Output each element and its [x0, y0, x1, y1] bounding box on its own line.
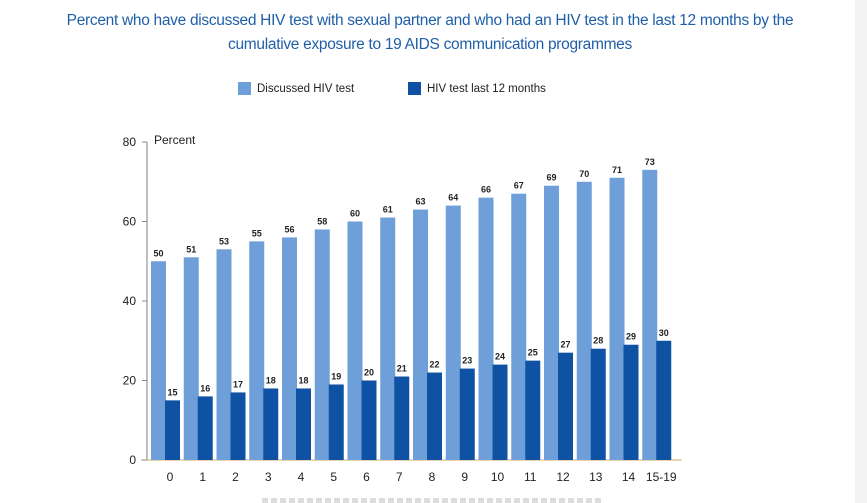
bar-hiv-test-last-12-months	[492, 364, 508, 460]
bar-hiv-test-last-12-months	[230, 392, 246, 460]
bar-hiv-test-last-12-months	[361, 380, 377, 460]
y-tick-label: 80	[123, 135, 137, 149]
x-tick-label: 1	[199, 470, 206, 484]
data-label-hiv-test-last-12-months: 18	[298, 375, 308, 385]
bar-hiv-test-last-12-months	[197, 396, 213, 460]
x-tick-label: 6	[363, 470, 370, 484]
chart-title: Percent who have discussed HIV test with…	[0, 9, 860, 57]
bar-hiv-test-last-12-months	[656, 340, 672, 460]
y-tick-label: 0	[129, 453, 136, 467]
bar-discussed-hiv-test	[478, 197, 494, 460]
x-tick-label: 15-19	[646, 470, 677, 484]
data-label-discussed-hiv-test: 69	[546, 173, 556, 183]
data-label-discussed-hiv-test: 53	[219, 236, 229, 246]
data-label-discussed-hiv-test: 55	[252, 228, 262, 238]
x-tick-label: 12	[556, 470, 570, 484]
data-label-hiv-test-last-12-months: 17	[233, 379, 243, 389]
data-label-hiv-test-last-12-months: 21	[397, 364, 407, 374]
data-label-hiv-test-last-12-months: 20	[364, 368, 374, 378]
y-tick-label: 60	[123, 215, 137, 229]
legend-item-hiv-test: HIV test last 12 months	[408, 82, 546, 95]
bar-hiv-test-last-12-months	[263, 388, 279, 460]
x-tick-label: 7	[396, 470, 403, 484]
data-label-discussed-hiv-test: 70	[579, 169, 589, 179]
data-label-hiv-test-last-12-months: 27	[560, 340, 570, 350]
bar-discussed-hiv-test	[642, 169, 658, 460]
bar-discussed-hiv-test	[314, 229, 330, 460]
data-label-hiv-test-last-12-months: 22	[429, 360, 439, 370]
bar-discussed-hiv-test	[347, 221, 363, 460]
page-edge	[855, 0, 867, 503]
bar-hiv-test-last-12-months	[296, 388, 311, 460]
chart-title-line-1: Percent who have discussed HIV test with…	[66, 12, 794, 29]
y-tick-label: 20	[123, 374, 137, 388]
x-tick-label: 11	[524, 470, 537, 484]
bar-hiv-test-last-12-months	[427, 372, 442, 460]
data-label-hiv-test-last-12-months: 16	[200, 383, 210, 393]
bar-hiv-test-last-12-months	[558, 352, 573, 460]
data-label-discussed-hiv-test: 73	[645, 157, 655, 167]
bar-discussed-hiv-test	[609, 177, 625, 460]
data-label-hiv-test-last-12-months: 18	[266, 375, 276, 385]
data-label-hiv-test-last-12-months: 19	[331, 371, 341, 381]
bar-discussed-hiv-test	[511, 193, 527, 461]
bar-discussed-hiv-test	[445, 205, 461, 460]
bar-hiv-test-last-12-months	[459, 368, 475, 460]
data-label-discussed-hiv-test: 67	[514, 181, 524, 191]
chart-legend: Discussed HIV test HIV test last 12 mont…	[0, 82, 867, 98]
x-tick-label: 0	[167, 470, 174, 484]
bar-discussed-hiv-test	[183, 257, 199, 460]
data-label-discussed-hiv-test: 60	[350, 209, 360, 219]
bar-hiv-test-last-12-months	[525, 360, 541, 460]
data-label-hiv-test-last-12-months: 15	[167, 387, 177, 397]
data-label-hiv-test-last-12-months: 28	[593, 336, 603, 346]
data-label-discussed-hiv-test: 63	[415, 197, 425, 207]
bar-discussed-hiv-test	[413, 209, 428, 460]
data-label-discussed-hiv-test: 56	[284, 224, 294, 234]
x-tick-label: 14	[622, 470, 636, 484]
bar-hiv-test-last-12-months	[165, 400, 180, 460]
data-label-hiv-test-last-12-months: 23	[462, 356, 472, 366]
x-tick-label: 2	[232, 470, 239, 484]
x-tick-label: 8	[429, 470, 436, 484]
x-tick-label: 9	[461, 470, 468, 484]
data-label-discussed-hiv-test: 71	[612, 165, 622, 175]
data-label-hiv-test-last-12-months: 24	[495, 352, 505, 362]
data-label-discussed-hiv-test: 64	[448, 193, 458, 203]
chart-title-line-2: cumulative exposure to 19 AIDS communica…	[228, 36, 632, 53]
data-label-discussed-hiv-test: 58	[317, 216, 327, 226]
x-tick-label: 13	[589, 470, 603, 484]
bar-discussed-hiv-test	[282, 237, 297, 460]
bar-hiv-test-last-12-months	[590, 348, 606, 460]
legend-swatch-hiv-test	[408, 82, 421, 95]
data-label-hiv-test-last-12-months: 29	[626, 332, 636, 342]
bar-discussed-hiv-test	[544, 185, 559, 460]
cut-off-footer-text	[262, 498, 602, 503]
x-tick-label: 4	[298, 470, 305, 484]
bar-hiv-test-last-12-months	[394, 376, 410, 460]
y-axis-title: Percent	[154, 133, 196, 147]
bar-discussed-hiv-test	[249, 241, 265, 460]
bar-discussed-hiv-test	[151, 261, 166, 460]
bar-hiv-test-last-12-months	[623, 344, 639, 460]
data-label-discussed-hiv-test: 61	[383, 205, 393, 215]
bar-discussed-hiv-test	[380, 217, 396, 460]
legend-item-discussed: Discussed HIV test	[238, 82, 354, 95]
legend-swatch-discussed	[238, 82, 251, 95]
x-tick-label: 5	[330, 470, 337, 484]
y-tick-label: 40	[123, 294, 137, 308]
data-label-discussed-hiv-test: 51	[186, 244, 196, 254]
data-label-discussed-hiv-test: 50	[153, 248, 163, 258]
bar-hiv-test-last-12-months	[328, 384, 344, 460]
bar-discussed-hiv-test	[216, 249, 232, 460]
legend-label-hiv-test: HIV test last 12 months	[427, 82, 546, 95]
data-label-hiv-test-last-12-months: 25	[528, 348, 538, 358]
data-label-hiv-test-last-12-months: 30	[659, 328, 669, 338]
x-tick-label: 3	[265, 470, 272, 484]
bar-discussed-hiv-test	[576, 181, 592, 460]
x-tick-label: 10	[491, 470, 505, 484]
data-label-discussed-hiv-test: 66	[481, 185, 491, 195]
legend-label-discussed: Discussed HIV test	[257, 82, 355, 95]
